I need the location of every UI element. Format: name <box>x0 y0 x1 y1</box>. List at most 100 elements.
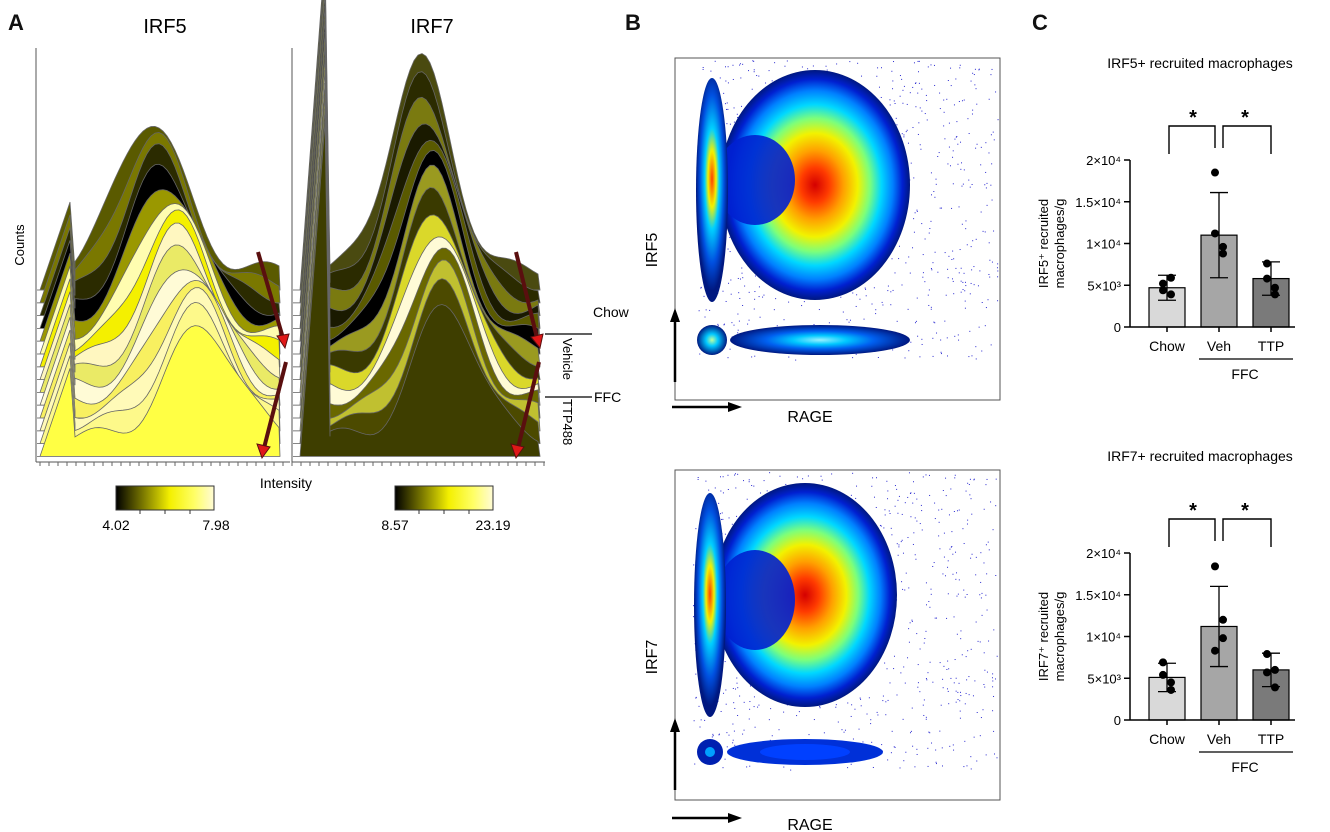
histogram-trace <box>293 70 541 406</box>
histogram-trace <box>293 18 541 355</box>
x-tick-label: Veh <box>1207 338 1231 354</box>
histogram-trace <box>293 31 541 368</box>
colorbar-irf7-min: 8.57 <box>381 517 408 533</box>
histogram-trace <box>293 57 541 393</box>
colorbar-irf7-max: 23.19 <box>475 517 510 533</box>
data-point <box>1263 274 1271 283</box>
histogram-trace <box>293 108 541 444</box>
data-point <box>1271 683 1279 692</box>
density-dot-low <box>697 325 727 355</box>
data-point <box>1167 290 1175 299</box>
irf5-title: IRF5 <box>143 16 186 38</box>
density-column <box>696 78 728 302</box>
label-chow: Chow <box>593 304 630 320</box>
rage-label-bottom: RAGE <box>787 817 832 832</box>
rage-label-top: RAGE <box>787 409 832 426</box>
x-tick-label: Chow <box>1149 338 1186 354</box>
arrow-up-icon <box>670 718 680 732</box>
panel-letter-b: B <box>625 10 641 35</box>
bar-chart-1: IRF5+ recruited macrophages IRF5⁺ recruit… <box>1036 55 1295 382</box>
density-blob-low <box>730 325 910 355</box>
x-tick-label: TTP <box>1258 731 1284 747</box>
y-tick-label: 2×10⁴ <box>1086 546 1121 561</box>
histogram-trace <box>37 325 281 457</box>
colorbar-irf5 <box>115 485 215 511</box>
histogram-trace <box>293 95 541 432</box>
data-point <box>1167 685 1175 694</box>
colorbar-irf5-min: 4.02 <box>102 517 129 533</box>
data-point <box>1211 168 1219 177</box>
data-point <box>1211 646 1219 655</box>
label-ttp488: TTP488 <box>560 399 575 445</box>
significance-bracket <box>1168 518 1216 547</box>
y-tick-label: 1×10⁴ <box>1086 630 1121 645</box>
data-point <box>1211 562 1219 571</box>
data-point <box>1271 283 1279 292</box>
panel-letter-c: C <box>1032 10 1048 35</box>
data-point <box>1263 668 1271 677</box>
trend-arrow-irf5-upper <box>256 251 290 350</box>
y-axis-label: IRF7⁺ recruited <box>1036 592 1051 681</box>
histogram-trace <box>293 6 541 342</box>
data-point <box>1271 665 1279 674</box>
y-axis-label: IRF5⁺ recruited <box>1036 199 1051 288</box>
chart-title: IRF7+ recruited macrophages <box>1107 448 1293 464</box>
density-plot-irf7: IRF7 RAGE <box>644 469 1001 832</box>
significance-star: * <box>1189 500 1197 522</box>
data-point <box>1159 658 1167 667</box>
significance-star: * <box>1189 107 1197 129</box>
trend-arrow-irf5-lower <box>256 361 288 460</box>
x-tick-label: Veh <box>1207 731 1231 747</box>
histogram-trace <box>293 121 541 457</box>
counts-label: Counts <box>12 224 27 266</box>
significance-star: * <box>1241 500 1249 522</box>
histogram-trace <box>293 44 541 380</box>
chart-title: IRF5+ recruited macrophages <box>1107 55 1293 71</box>
density-plot-irf5: IRF5 RAGE <box>644 57 1001 426</box>
data-point <box>1167 273 1175 282</box>
data-point <box>1219 249 1227 258</box>
label-ffc: FFC <box>594 389 621 405</box>
data-point <box>1271 290 1279 299</box>
arrow-right-icon <box>728 813 742 823</box>
data-point <box>1167 678 1175 687</box>
data-point <box>1159 279 1167 288</box>
x-tick-label: TTP <box>1258 338 1284 354</box>
y-tick-label: 1.5×10⁴ <box>1075 195 1121 210</box>
irf7-density-ylabel: IRF7 <box>644 640 661 675</box>
significance-bracket <box>1222 125 1272 154</box>
data-point <box>1159 286 1167 295</box>
group-label: FFC <box>1231 366 1258 382</box>
y-tick-label: 2×10⁴ <box>1086 153 1121 168</box>
histogram-trace <box>293 82 541 419</box>
data-point <box>1263 259 1271 268</box>
data-point <box>1219 242 1227 251</box>
significance-bracket <box>1222 518 1272 547</box>
y-tick-label: 5×10³ <box>1087 671 1121 686</box>
y-tick-label: 1×10⁴ <box>1086 237 1121 252</box>
intensity-label: Intensity <box>260 475 312 491</box>
significance-star: * <box>1241 107 1249 129</box>
colorbar-irf7 <box>394 485 494 511</box>
data-point <box>1219 615 1227 624</box>
panel-letter-a: A <box>8 10 24 35</box>
y-tick-label: 0 <box>1114 713 1121 728</box>
group-label: FFC <box>1231 759 1258 775</box>
y-tick-label: 1.5×10⁴ <box>1075 588 1121 603</box>
y-axis-label: macrophages/g <box>1052 592 1067 682</box>
trend-arrow-irf7-lower <box>510 361 541 460</box>
panel-c-bar-charts: IRF5+ recruited macrophages IRF5⁺ recruit… <box>1036 55 1295 775</box>
arrow-up-icon <box>670 308 680 322</box>
data-point <box>1219 634 1227 643</box>
bar-chart-2: IRF7+ recruited macrophages IRF7⁺ recruit… <box>1036 448 1295 775</box>
data-point <box>1211 229 1219 238</box>
irf7-offset-histograms <box>293 0 541 457</box>
data-point <box>1159 670 1167 679</box>
arrow-right-icon <box>728 402 742 412</box>
panel-a-histograms: IRF5 IRF7 Counts Intensity Chow FFC Vehi… <box>12 0 630 533</box>
panel-b-density-plots: IRF5 RAGE IRF7 RAGE <box>644 57 1001 832</box>
y-tick-label: 5×10³ <box>1087 278 1121 293</box>
irf5-offset-histograms <box>37 126 281 457</box>
y-axis-label: macrophages/g <box>1052 199 1067 289</box>
irf5-density-ylabel: IRF5 <box>644 233 661 268</box>
